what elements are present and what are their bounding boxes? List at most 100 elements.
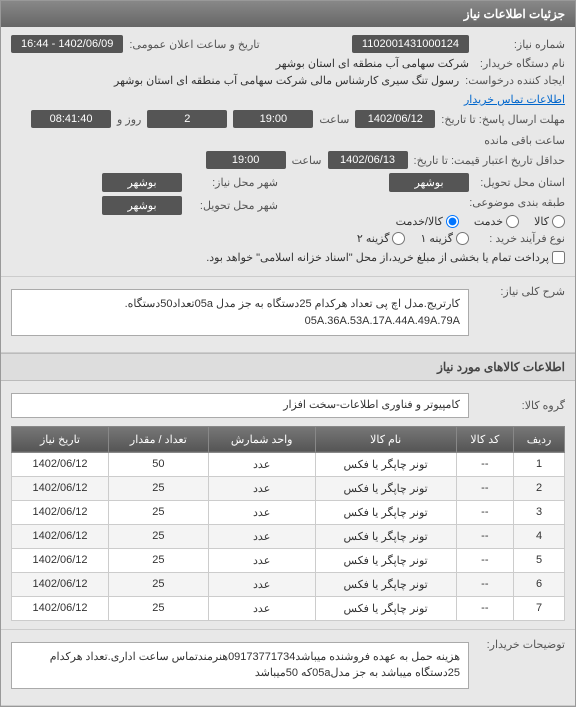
deliver-city-label: شهر محل تحویل: (188, 199, 278, 212)
table-row[interactable]: 2--تونر چاپگر یا فکسعدد251402/06/12 (12, 476, 565, 500)
requester-value: رسول تنگ سیری کارشناس مالی شرکت سهامی آب… (114, 74, 459, 87)
table-cell: 25 (109, 524, 209, 548)
table-row[interactable]: 3--تونر چاپگر یا فکسعدد251402/06/12 (12, 500, 565, 524)
table-cell: 6 (514, 572, 565, 596)
radio-kala[interactable]: کالا (534, 215, 565, 228)
announce-label: تاریخ و ساعت اعلان عمومی: (129, 38, 259, 51)
table-cell: تونر چاپگر یا فکس (315, 476, 456, 500)
buyer-note-label: توضیحات خریدار: (475, 638, 565, 651)
subject-class-radios: کالا خدمت کالا/خدمت (396, 215, 565, 228)
radio-both[interactable]: کالا/خدمت (396, 215, 459, 228)
table-cell: تونر چاپگر یا فکس (315, 524, 456, 548)
table-cell: 4 (514, 524, 565, 548)
buyer-label: نام دستگاه خریدار: (475, 57, 565, 70)
credit-date: 1402/06/13 (328, 151, 408, 169)
deadline-remain: 08:41:40 (31, 110, 111, 128)
table-cell: -- (456, 548, 513, 572)
table-cell: 1402/06/12 (12, 548, 109, 572)
credit-hour: 19:00 (206, 151, 286, 169)
checkbox-treasury[interactable]: پرداخت تمام یا بخشی از مبلغ خرید،از محل … (206, 251, 565, 264)
table-cell: 1402/06/12 (12, 596, 109, 620)
general-desc-section: شرح کلی نیاز: کارتریج.مدل اچ پی تعداد هر… (1, 277, 575, 353)
table-cell: 25 (109, 500, 209, 524)
table-row[interactable]: 1--تونر چاپگر یا فکسعدد501402/06/12 (12, 452, 565, 476)
table-header: تاریخ نیاز (12, 426, 109, 452)
panel-title: جزئیات اطلاعات نیاز (464, 7, 565, 21)
table-cell: عدد (208, 596, 315, 620)
table-row[interactable]: 7--تونر چاپگر یا فکسعدد251402/06/12 (12, 596, 565, 620)
credit-hour-label: ساعت (292, 154, 322, 167)
table-header: کد کالا (456, 426, 513, 452)
table-cell: عدد (208, 500, 315, 524)
table-cell: 50 (109, 452, 209, 476)
details-panel: جزئیات اطلاعات نیاز شماره نیاز: 11020014… (0, 0, 576, 707)
table-header: تعداد / مقدار (109, 426, 209, 452)
table-cell: عدد (208, 476, 315, 500)
table-cell: عدد (208, 548, 315, 572)
table-cell: تونر چاپگر یا فکس (315, 548, 456, 572)
table-cell: 3 (514, 500, 565, 524)
table-cell: تونر چاپگر یا فکس (315, 500, 456, 524)
table-cell: 1402/06/12 (12, 476, 109, 500)
table-cell: -- (456, 572, 513, 596)
table-cell: عدد (208, 572, 315, 596)
table-cell: 1402/06/12 (12, 572, 109, 596)
table-cell: -- (456, 500, 513, 524)
table-row[interactable]: 4--تونر چاپگر یا فکسعدد251402/06/12 (12, 524, 565, 548)
announce-value: 1402/06/09 - 16:44 (11, 35, 123, 53)
subject-class-label: طبقه بندی موضوعی: (469, 196, 565, 209)
table-cell: -- (456, 476, 513, 500)
table-cell: تونر چاپگر یا فکس (315, 452, 456, 476)
table-cell: عدد (208, 452, 315, 476)
credit-label: حداقل تاریخ اعتبار قیمت: تا تاریخ: (414, 154, 565, 167)
table-cell: 2 (514, 476, 565, 500)
need-number-value: 1102001431000124 (352, 35, 469, 53)
group-value: کامپیوتر و فناوری اطلاعات-سخت افزار (11, 393, 469, 418)
table-cell: -- (456, 524, 513, 548)
deadline-days: 2 (147, 110, 227, 128)
need-number-label: شماره نیاز: (475, 38, 565, 51)
table-cell: 7 (514, 596, 565, 620)
items-section-title: اطلاعات کالاهای مورد نیاز (1, 353, 575, 381)
deadline-label: مهلت ارسال پاسخ: تا تاریخ: (441, 113, 565, 126)
deadline-hour-label: ساعت (319, 113, 349, 126)
general-desc-label: شرح کلی نیاز: (475, 285, 565, 298)
general-desc-box: کارتریج.مدل اچ پی تعداد هرکدام 25دستگاه … (11, 289, 469, 336)
process-radios: گزینه ۱ گزینه ۲ (357, 232, 469, 245)
table-cell: تونر چاپگر یا فکس (315, 596, 456, 620)
contact-link[interactable]: اطلاعات تماس خریدار (464, 93, 565, 106)
radio-p2[interactable]: گزینه ۲ (357, 232, 406, 245)
panel-header: جزئیات اطلاعات نیاز (1, 1, 575, 27)
deadline-hour: 19:00 (233, 110, 313, 128)
radio-p1[interactable]: گزینه ۱ (420, 232, 469, 245)
table-cell: تونر چاپگر یا فکس (315, 572, 456, 596)
requester-label: ایجاد کننده درخواست: (465, 74, 565, 87)
buyer-value: شرکت سهامی آب منطقه ای استان بوشهر (276, 57, 469, 70)
table-header: نام کالا (315, 426, 456, 452)
table-cell: -- (456, 452, 513, 476)
table-cell: 1402/06/12 (12, 500, 109, 524)
province-label: استان محل تحویل: (475, 176, 565, 189)
table-cell: 5 (514, 548, 565, 572)
need-city-value: بوشهر (102, 173, 182, 192)
deadline-remain-label: ساعت باقی مانده (484, 134, 565, 147)
need-city-label: شهر محل نیاز: (188, 176, 278, 189)
items-table: ردیفکد کالانام کالاواحد شمارشتعداد / مقد… (11, 426, 565, 621)
table-cell: 25 (109, 596, 209, 620)
table-row[interactable]: 5--تونر چاپگر یا فکسعدد251402/06/12 (12, 548, 565, 572)
deadline-date: 1402/06/12 (355, 110, 435, 128)
group-label: گروه کالا: (475, 399, 565, 412)
process-type-label: نوع فرآیند خرید : (475, 232, 565, 245)
table-cell: 25 (109, 476, 209, 500)
items-section: گروه کالا: کامپیوتر و فناوری اطلاعات-سخت… (1, 381, 575, 630)
form-section: شماره نیاز: 1102001431000124 تاریخ و ساع… (1, 27, 575, 277)
table-row[interactable]: 6--تونر چاپگر یا فکسعدد251402/06/12 (12, 572, 565, 596)
table-cell: 1402/06/12 (12, 524, 109, 548)
table-cell: 1402/06/12 (12, 452, 109, 476)
radio-khedmat[interactable]: خدمت (474, 215, 519, 228)
province-value: بوشهر (389, 173, 469, 192)
table-cell: 1 (514, 452, 565, 476)
table-cell: -- (456, 596, 513, 620)
table-header: ردیف (514, 426, 565, 452)
table-cell: 25 (109, 572, 209, 596)
